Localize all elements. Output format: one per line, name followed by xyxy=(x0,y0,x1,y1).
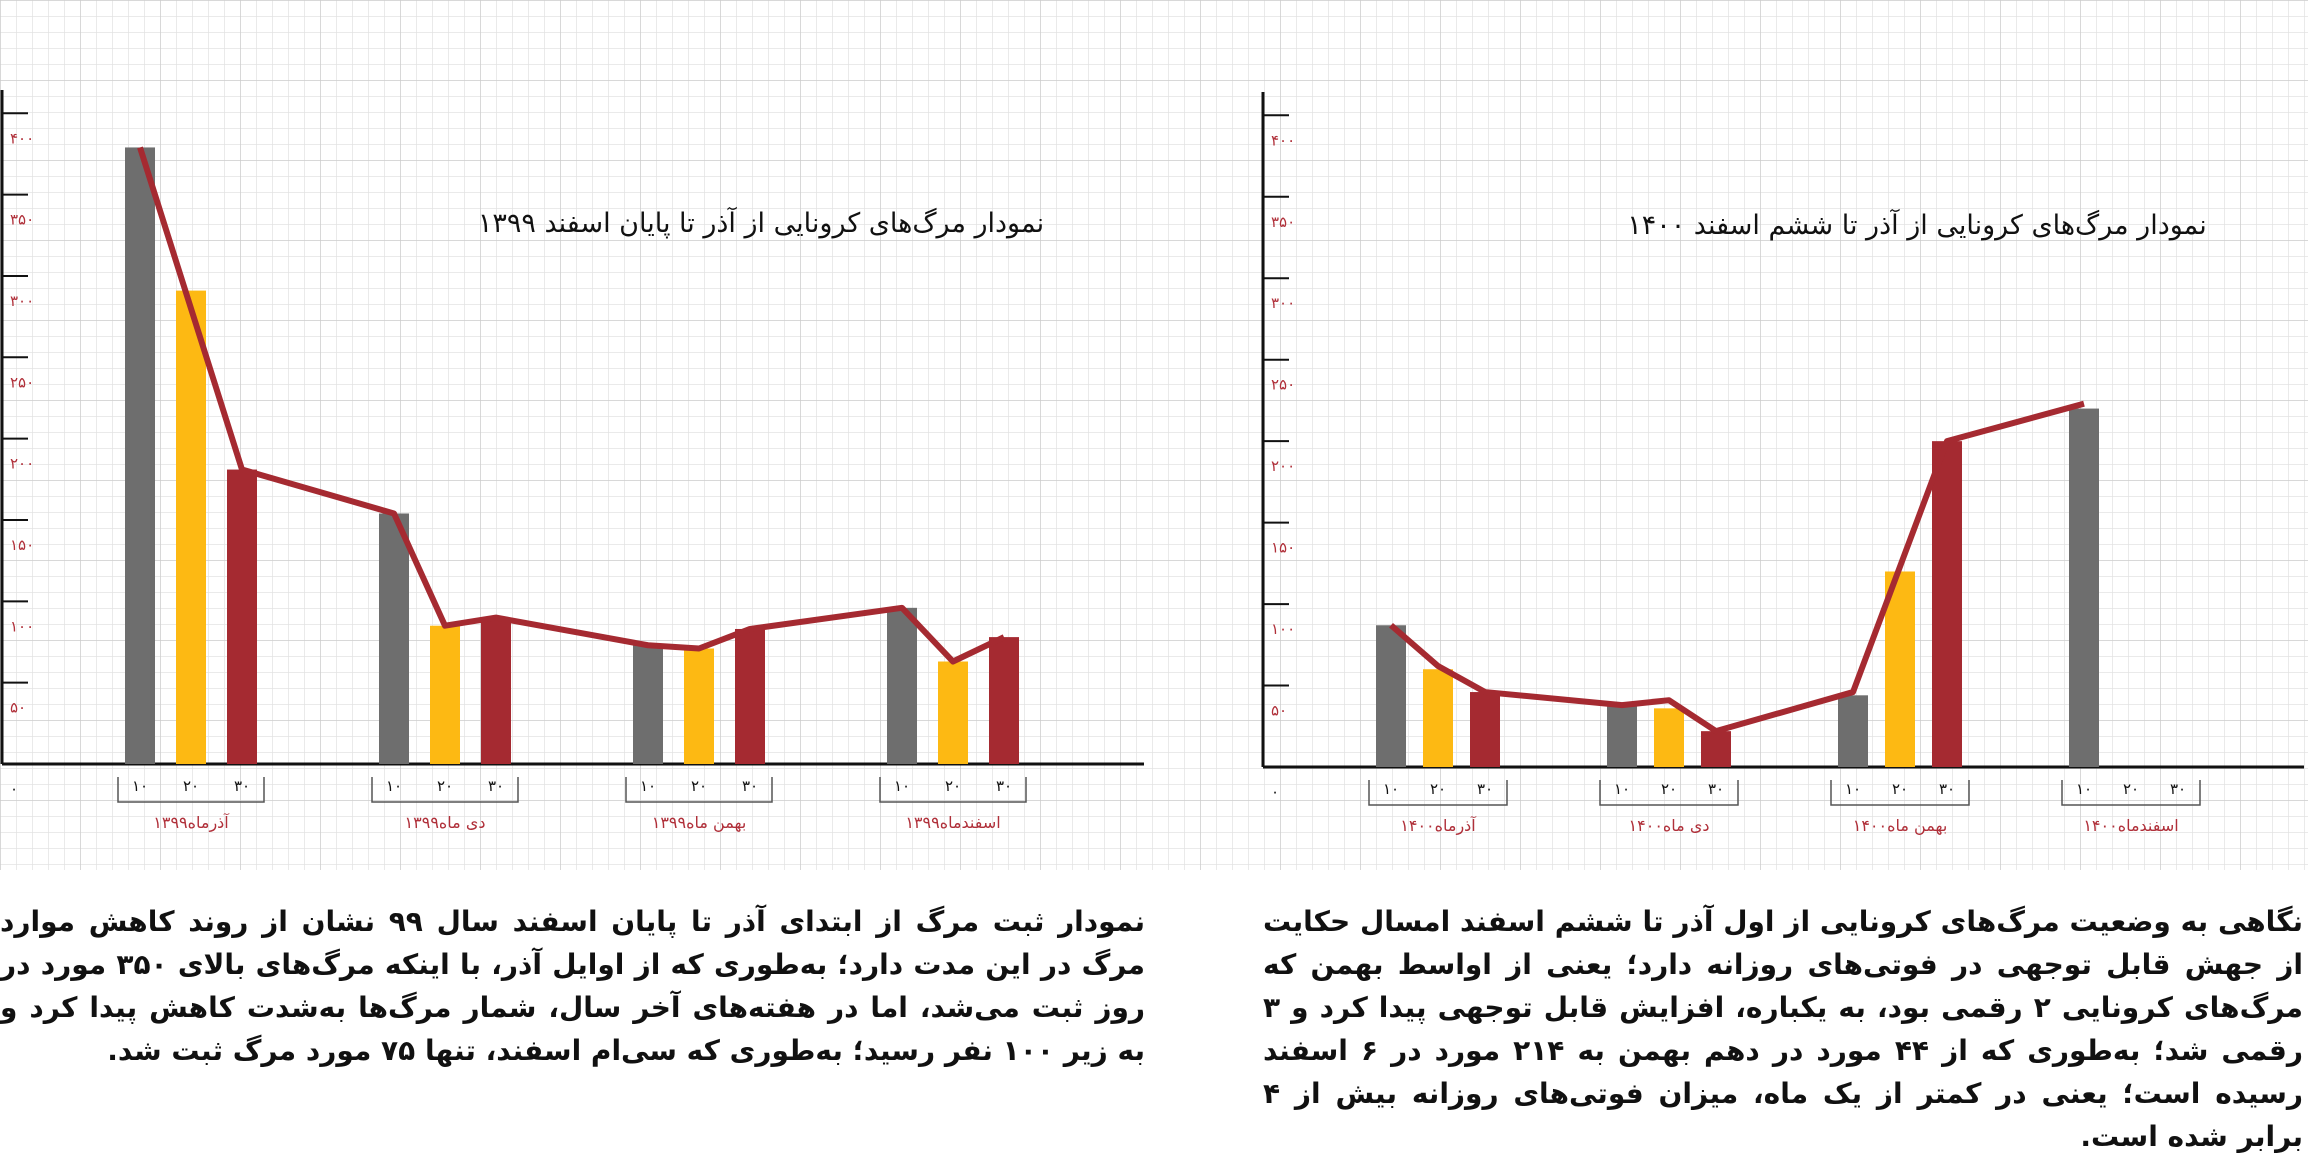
y-tick-label: ۴۰۰ xyxy=(1271,131,1295,149)
y-tick-label: ۰ xyxy=(1271,783,1279,801)
month-label: دی ماه۱۴۰۰ xyxy=(1629,816,1710,835)
day-label: ۱۰ xyxy=(1383,780,1399,798)
day-label: ۳۰ xyxy=(742,777,758,795)
y-tick-label: ۳۵۰ xyxy=(10,211,34,229)
day-label: ۲۰ xyxy=(945,777,961,795)
bar xyxy=(1376,625,1406,767)
month-label: بهمن ماه۱۳۹۹ xyxy=(652,813,747,833)
day-label: ۱۰ xyxy=(386,777,402,795)
y-tick-label: ۱۰۰ xyxy=(10,617,34,635)
day-label: ۱۰ xyxy=(894,777,910,795)
y-tick-label: ۳۰۰ xyxy=(1271,294,1295,312)
month-label: اسفندماه۱۳۹۹ xyxy=(905,813,1000,832)
day-label: ۲۰ xyxy=(1892,780,1908,798)
y-tick-label: ۵۰ xyxy=(1271,702,1287,720)
day-label: ۳۰ xyxy=(1939,780,1955,798)
y-tick-label: ۱۵۰ xyxy=(1271,539,1295,557)
bar xyxy=(1932,441,1962,767)
y-tick-label: ۵۰ xyxy=(10,699,26,717)
caption-left: نمودار ثبت مرگ از ابتدای آذر تا پایان اس… xyxy=(0,905,1145,1067)
month-label: بهمن ماه۱۴۰۰ xyxy=(1853,816,1948,836)
y-tick-label: ۱۵۰ xyxy=(10,536,34,554)
bar xyxy=(176,290,206,764)
month-label: دی ماه۱۳۹۹ xyxy=(405,813,486,832)
bar xyxy=(1701,731,1731,767)
bar xyxy=(887,607,917,764)
bar xyxy=(1470,692,1500,767)
group-bracket xyxy=(371,777,519,803)
day-label: ۳۰ xyxy=(488,777,504,795)
bar xyxy=(430,625,460,764)
day-label: ۲۰ xyxy=(437,777,453,795)
month-label: آذرماه۱۳۹۹ xyxy=(153,813,230,833)
day-label: ۱۰ xyxy=(2076,780,2092,798)
bar xyxy=(1838,695,1868,767)
bar xyxy=(633,645,663,764)
bar xyxy=(125,147,155,764)
day-label: ۲۰ xyxy=(691,777,707,795)
bar xyxy=(2069,408,2099,767)
day-label: ۳۰ xyxy=(1708,780,1724,798)
bar xyxy=(1423,669,1453,767)
trend-line xyxy=(137,146,1006,665)
day-label: ۲۰ xyxy=(1430,780,1446,798)
bar xyxy=(481,617,511,764)
y-tick-label: ۴۰۰ xyxy=(10,129,34,147)
group-bracket xyxy=(1599,780,1739,806)
y-tick-label: ۳۰۰ xyxy=(10,292,34,310)
group-bracket xyxy=(879,777,1027,803)
bar xyxy=(1654,708,1684,767)
month-label: آذرماه۱۴۰۰ xyxy=(1400,816,1477,836)
day-label: ۳۰ xyxy=(996,777,1012,795)
group-bracket xyxy=(2061,780,2201,806)
month-label: اسفندماه۱۴۰۰ xyxy=(2083,816,2178,835)
trend-line xyxy=(1389,400,2085,735)
y-tick-label: ۱۰۰ xyxy=(1271,620,1295,638)
bar xyxy=(1607,705,1637,767)
day-label: ۳۰ xyxy=(234,777,250,795)
bar xyxy=(1885,571,1915,767)
day-label: ۳۰ xyxy=(2170,780,2186,798)
bar xyxy=(735,628,765,764)
y-tick-label: ۰ xyxy=(10,780,18,798)
bar xyxy=(684,648,714,764)
chart-title: نمودار مرگ‌های کرونایی از آذر تا ششم اسف… xyxy=(1627,209,2207,241)
group-bracket xyxy=(1368,780,1508,806)
y-tick-label: ۲۰۰ xyxy=(1271,457,1295,475)
y-tick-label: ۲۵۰ xyxy=(10,373,34,391)
day-label: ۲۰ xyxy=(183,777,199,795)
day-label: ۳۰ xyxy=(1477,780,1493,798)
day-label: ۲۰ xyxy=(1661,780,1677,798)
day-label: ۲۰ xyxy=(2123,780,2139,798)
chart-title: نمودار مرگ‌های کرونایی از آذر تا پایان ا… xyxy=(478,207,1044,239)
group-bracket xyxy=(1830,780,1970,806)
y-tick-label: ۲۰۰ xyxy=(10,455,34,473)
bar xyxy=(989,637,1019,764)
caption-right: نگاهی به وضعیت مرگ‌های کرونایی از اول آذ… xyxy=(1263,905,2303,1153)
day-label: ۱۰ xyxy=(132,777,148,795)
group-bracket xyxy=(625,777,773,803)
day-label: ۱۰ xyxy=(1614,780,1630,798)
bar xyxy=(379,513,409,764)
group-bracket xyxy=(117,777,265,803)
y-tick-label: ۳۵۰ xyxy=(1271,213,1295,231)
day-label: ۱۰ xyxy=(640,777,656,795)
day-label: ۱۰ xyxy=(1845,780,1861,798)
y-tick-label: ۲۵۰ xyxy=(1271,376,1295,394)
bar xyxy=(938,661,968,764)
bar xyxy=(227,469,257,764)
